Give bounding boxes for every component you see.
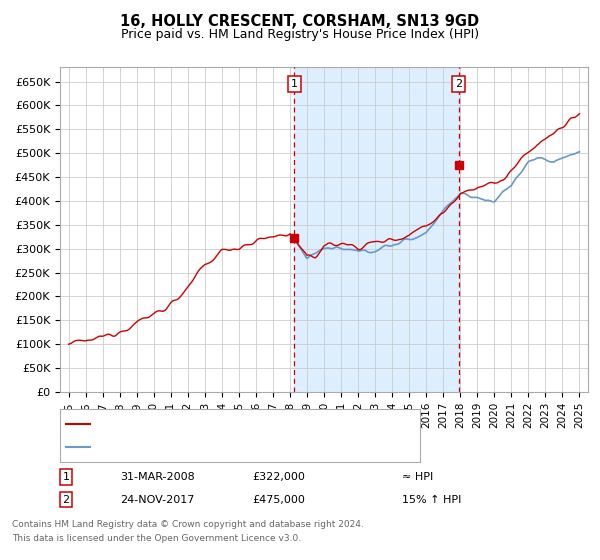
Text: Contains HM Land Registry data © Crown copyright and database right 2024.: Contains HM Land Registry data © Crown c… — [12, 520, 364, 529]
Text: £322,000: £322,000 — [252, 472, 305, 482]
Text: 2: 2 — [62, 494, 70, 505]
Text: Price paid vs. HM Land Registry's House Price Index (HPI): Price paid vs. HM Land Registry's House … — [121, 28, 479, 41]
Text: 15% ↑ HPI: 15% ↑ HPI — [402, 494, 461, 505]
Text: ≈ HPI: ≈ HPI — [402, 472, 433, 482]
Text: 24-NOV-2017: 24-NOV-2017 — [120, 494, 194, 505]
Bar — [294, 67, 458, 392]
Text: 16, HOLLY CRESCENT, CORSHAM, SN13 9GD (detached house): 16, HOLLY CRESCENT, CORSHAM, SN13 9GD (d… — [96, 419, 422, 429]
Text: 2: 2 — [455, 79, 462, 89]
Text: 1: 1 — [290, 79, 298, 89]
Text: £475,000: £475,000 — [252, 494, 305, 505]
Text: 31-MAR-2008: 31-MAR-2008 — [120, 472, 195, 482]
Text: This data is licensed under the Open Government Licence v3.0.: This data is licensed under the Open Gov… — [12, 534, 301, 543]
Text: 1: 1 — [62, 472, 70, 482]
Text: HPI: Average price, detached house, Wiltshire: HPI: Average price, detached house, Wilt… — [96, 442, 335, 452]
Text: 16, HOLLY CRESCENT, CORSHAM, SN13 9GD: 16, HOLLY CRESCENT, CORSHAM, SN13 9GD — [121, 14, 479, 29]
